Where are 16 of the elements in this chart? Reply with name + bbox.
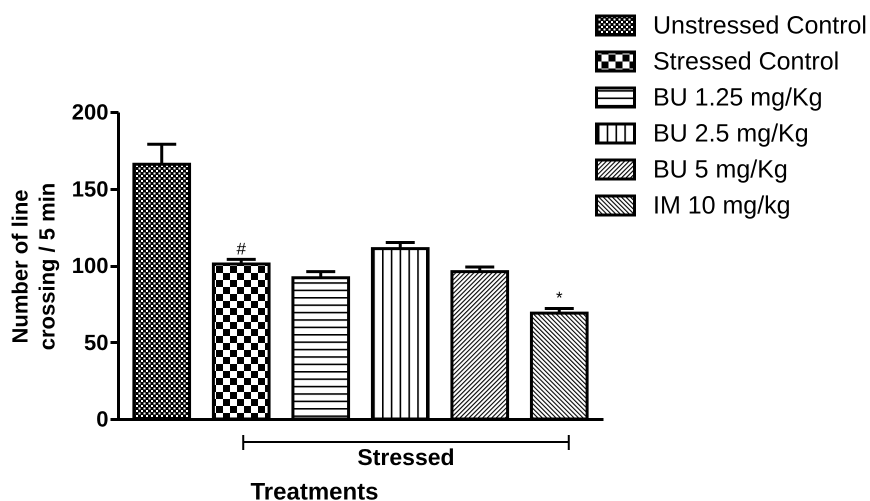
legend-label: Unstressed Control xyxy=(653,12,867,40)
legend-label: Stressed Control xyxy=(653,48,840,76)
legend-label: BU 5 mg/Kg xyxy=(653,156,788,184)
legend-label: BU 2.5 mg/Kg xyxy=(653,120,809,148)
y-tick-label: 150 xyxy=(72,176,108,202)
text: Stressed xyxy=(357,444,455,470)
x-axis-title: Treatments xyxy=(250,478,379,501)
y-tick-label: 0 xyxy=(96,406,108,432)
legend-label: IM 10 mg/kg xyxy=(653,192,791,220)
y-tick-label: 100 xyxy=(72,253,108,278)
y-tick-label: 200 xyxy=(72,100,108,124)
legend-label: BU 1.25 mg/Kg xyxy=(653,84,823,112)
y-axis-title: Number of line crossing / 5 min xyxy=(8,182,60,350)
data-label: * xyxy=(556,288,563,308)
y-tick-label: 50 xyxy=(84,330,108,355)
data-label: # xyxy=(236,239,247,258)
